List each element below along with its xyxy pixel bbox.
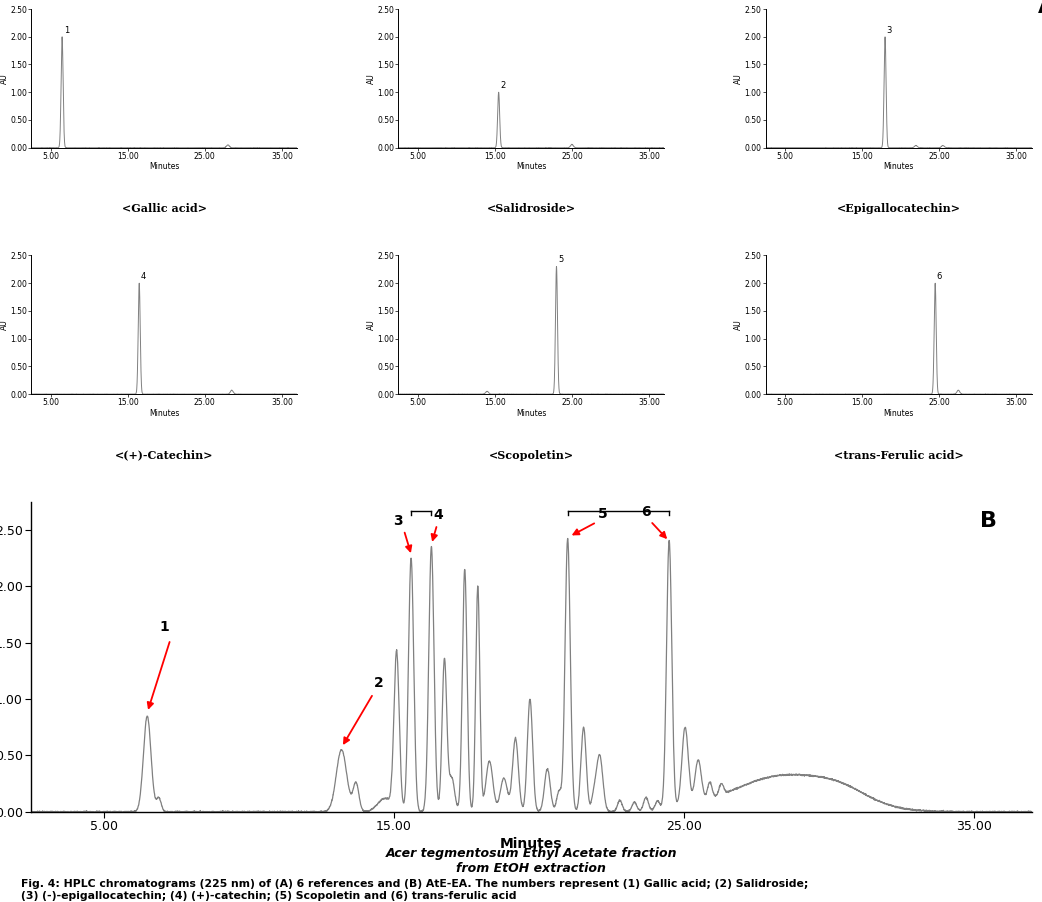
X-axis label: Minutes: Minutes — [884, 162, 914, 171]
Text: 4: 4 — [141, 272, 146, 281]
Text: <trans-Ferulic acid>: <trans-Ferulic acid> — [834, 449, 964, 461]
Text: 2: 2 — [500, 81, 505, 90]
Text: 6: 6 — [937, 272, 942, 281]
Text: Fig. 4: HPLC chromatograms (225 nm) of (A) 6 references and (B) AtE-EA. The numb: Fig. 4: HPLC chromatograms (225 nm) of (… — [21, 879, 809, 901]
Y-axis label: AU: AU — [734, 73, 743, 84]
Text: Acer tegmentosum Ethyl Acetate fraction
from EtOH extraction: Acer tegmentosum Ethyl Acetate fraction … — [386, 848, 677, 876]
Y-axis label: AU: AU — [734, 319, 743, 330]
Text: 5: 5 — [597, 507, 607, 521]
X-axis label: Minutes: Minutes — [516, 162, 547, 171]
Text: 1: 1 — [159, 620, 170, 634]
X-axis label: Minutes: Minutes — [149, 409, 179, 418]
Text: <Scopoletin>: <Scopoletin> — [489, 449, 574, 461]
X-axis label: Minutes: Minutes — [884, 409, 914, 418]
Y-axis label: AU: AU — [0, 73, 8, 84]
Text: A: A — [1038, 0, 1042, 17]
X-axis label: Minutes: Minutes — [516, 409, 547, 418]
Text: 2: 2 — [374, 676, 384, 690]
Text: 3: 3 — [887, 25, 892, 34]
Text: 1: 1 — [64, 25, 69, 34]
X-axis label: Minutes: Minutes — [149, 162, 179, 171]
Y-axis label: AU: AU — [367, 319, 376, 330]
Text: <Gallic acid>: <Gallic acid> — [122, 203, 206, 214]
X-axis label: Minutes: Minutes — [500, 837, 563, 851]
Y-axis label: AU: AU — [0, 319, 8, 330]
Text: <(+)-Catechin>: <(+)-Catechin> — [115, 449, 214, 461]
Text: B: B — [979, 511, 996, 531]
Text: <Salidroside>: <Salidroside> — [487, 203, 576, 214]
Y-axis label: AU: AU — [367, 73, 376, 84]
Text: 6: 6 — [641, 505, 651, 519]
Text: 4: 4 — [433, 508, 444, 522]
Text: 5: 5 — [559, 255, 564, 264]
Text: 3: 3 — [393, 514, 403, 528]
Text: <Epigallocatechin>: <Epigallocatechin> — [837, 203, 961, 214]
